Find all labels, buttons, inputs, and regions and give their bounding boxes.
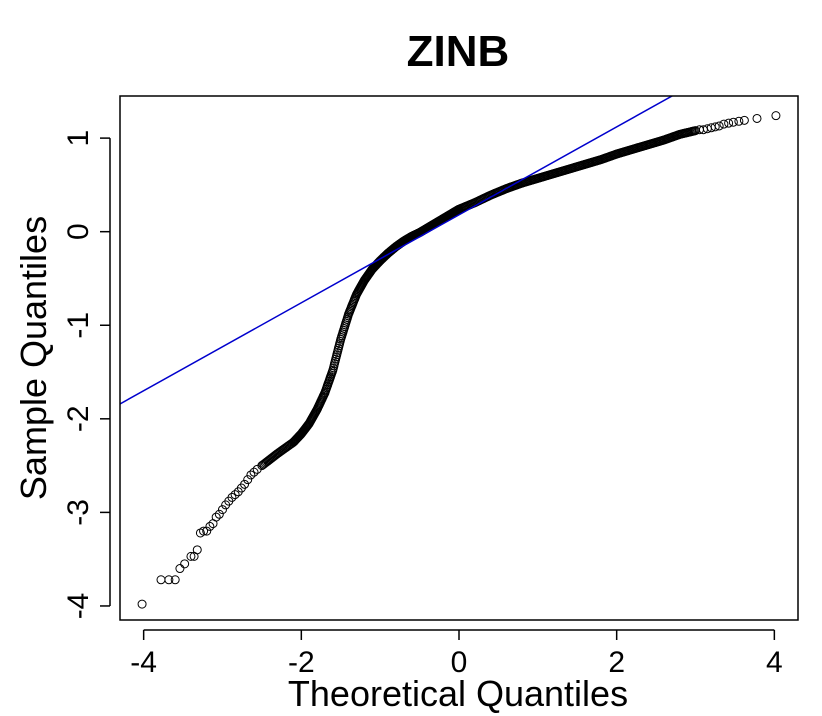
data-point [719,119,729,129]
data-point [175,564,185,574]
data-point [186,551,196,561]
data-point [217,505,227,515]
data-point [137,599,147,609]
y-tick-label: -1 [62,312,95,339]
x-tick-label: -4 [130,646,157,679]
data-point [199,526,209,536]
y-tick-label: 0 [62,223,95,240]
data-point [230,490,240,500]
data-point [214,509,224,519]
data-point [752,113,762,123]
x-axis-label: Theoretical Quantiles [288,673,628,714]
data-point [180,559,190,569]
data-point [739,115,749,125]
x-tick-label: 2 [608,646,625,679]
x-tick-label: 4 [766,646,783,679]
data-point [734,116,744,126]
x-tick-label: 0 [451,646,468,679]
data-point [156,575,166,585]
data-point [211,512,221,522]
data-point [771,111,781,121]
data-point [240,479,250,489]
data-point [714,121,724,131]
y-tick-label: -2 [62,405,95,432]
x-tick-label: -2 [288,646,315,679]
y-axis-label: Sample Quantiles [13,216,54,500]
data-point [246,470,256,480]
data-point [249,467,259,477]
chart-title: ZINB [407,27,510,76]
data-point [170,575,180,585]
data-point [724,118,734,128]
data-point [164,575,174,585]
data-points [137,111,781,609]
data-point [728,117,738,127]
plot-frame [119,95,799,621]
data-point [227,492,237,502]
data-point [205,521,215,531]
reference-line [120,96,674,405]
axis-ticks: -4 -2 0 2 4 -4 -3 -2 -1 0 1 [62,130,783,679]
y-tick-label: -4 [62,593,95,620]
data-point [192,545,202,555]
data-point [243,475,253,485]
y-tick-label: 1 [62,130,95,147]
data-point [710,122,720,132]
y-tick-label: -3 [62,499,95,526]
data-point [252,464,262,474]
data-point [202,526,212,536]
